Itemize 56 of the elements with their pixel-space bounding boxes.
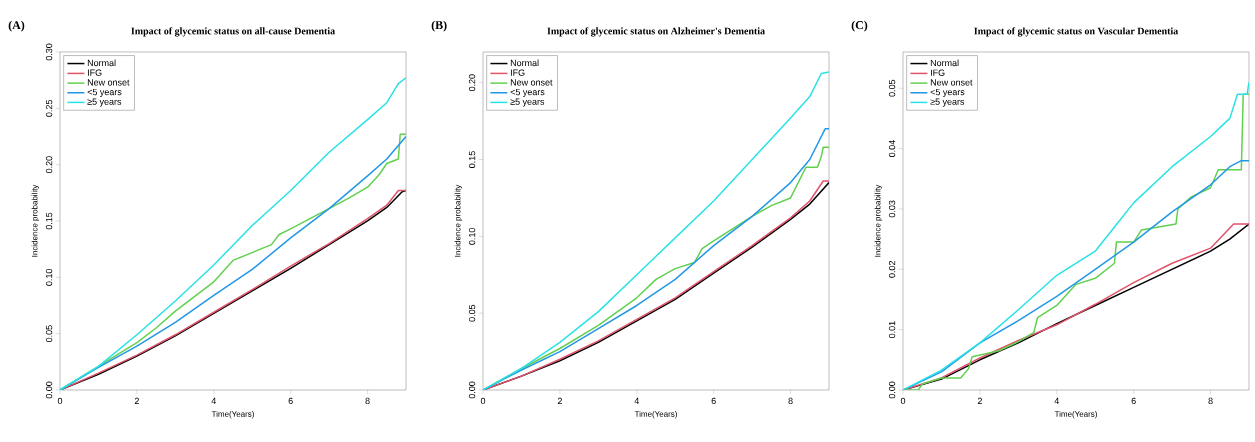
x-tick-label: 0	[57, 397, 63, 405]
y-tick-label: 0.25	[45, 99, 53, 117]
y-tick-label: 0.15	[468, 151, 476, 168]
y-tick-label: 0.02	[888, 261, 896, 278]
y-tick-label: 0.05	[45, 325, 53, 343]
legend-label: <5 years	[87, 88, 122, 97]
x-tick-label: 4	[1054, 397, 1060, 404]
y-tick-label: 0.00	[468, 381, 476, 399]
legend-label: <5 years	[930, 88, 965, 97]
legend-label: New onset	[510, 79, 553, 86]
legend-label: ≥5 years	[510, 98, 545, 107]
x-tick-label: 8	[365, 397, 370, 405]
x-tick-label: 4	[634, 397, 640, 404]
x-tick-label: 4	[211, 397, 217, 404]
y-tick-label: 0.01	[888, 321, 896, 339]
y-tick-label: 0.30	[45, 43, 53, 61]
chart-title: Impact of glycemic status on Alzheimer's Dementia	[547, 27, 765, 37]
y-tick-label: 0.10	[468, 227, 476, 245]
legend-label: Normal	[930, 59, 959, 67]
y-tick-label: 0.00	[45, 381, 53, 399]
y-tick-label: 0.03	[888, 200, 896, 218]
x-tick-label: 2	[134, 397, 139, 405]
y-tick-label: 0.10	[45, 268, 53, 286]
x-tick-label: 2	[977, 397, 982, 405]
text: (B)	[431, 20, 447, 32]
x-tick-label: 6	[711, 397, 716, 405]
legend-label: ≥5 years	[87, 98, 122, 107]
legend-label: New onset	[930, 79, 973, 86]
y-tick-label: 0.20	[45, 156, 53, 174]
x-tick-label: 2	[557, 397, 562, 405]
chart-title: Impact of glycemic status on Vascular Dementia	[974, 27, 1179, 37]
legend-label: ≥5 years	[930, 98, 965, 107]
x-tick-label: 6	[1131, 397, 1136, 405]
y-tick-label: 0.00	[888, 381, 896, 399]
chart-title: Impact of glycemic status on all-cause Dementia	[131, 27, 335, 37]
y-tick-label: 0.05	[888, 79, 896, 97]
line-series	[60, 77, 407, 390]
text: (A)	[8, 20, 25, 32]
x-tick-label: 8	[788, 397, 793, 405]
legend-label: IFG	[510, 69, 525, 76]
x-tick-label: 0	[900, 397, 906, 405]
x-tick-label: 0	[480, 397, 486, 405]
legend-label: Normal	[510, 59, 539, 67]
y-tick-label: 0.04	[888, 140, 896, 157]
legend-label: IFG	[930, 69, 945, 76]
x-tick-label: 6	[288, 397, 293, 405]
text: (C)	[851, 20, 868, 32]
legend-label: <5 years	[510, 88, 545, 97]
line-series	[483, 71, 830, 390]
legend-label: IFG	[87, 69, 102, 76]
x-tick-label: 8	[1208, 397, 1213, 405]
legend-label: Normal	[87, 59, 116, 67]
y-tick-label: 0.15	[45, 212, 53, 230]
y-tick-label: 0.20	[468, 74, 476, 92]
y-tick-label: 0.05	[468, 304, 476, 322]
legend-label: New onset	[87, 79, 130, 86]
